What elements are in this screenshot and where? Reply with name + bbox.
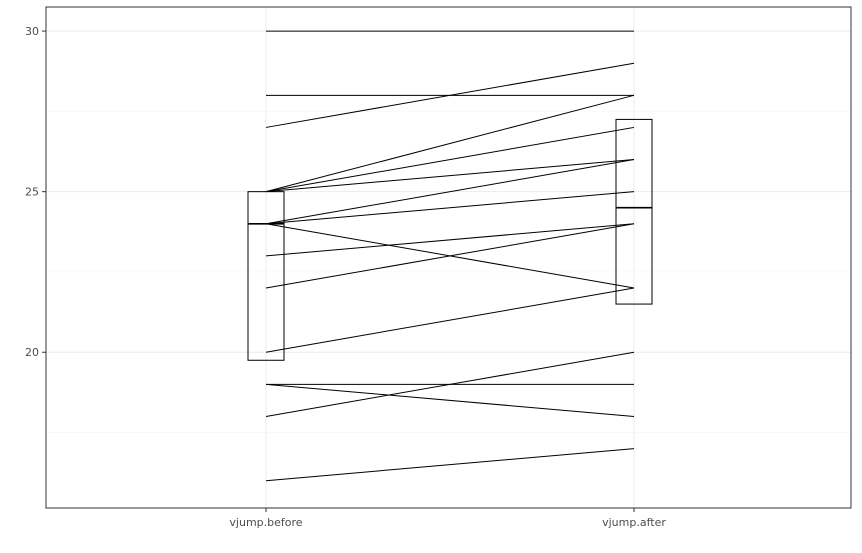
y-axis: 20 25 30: [25, 25, 46, 359]
pair-line: [265, 126, 635, 193]
y-tick-label: 20: [25, 346, 39, 359]
pair-line: [265, 191, 635, 225]
pair-line: [265, 94, 635, 193]
boxes: [247, 118, 653, 361]
pair-line: [265, 351, 635, 417]
pair-line: [265, 223, 635, 257]
paired-lines: [265, 30, 635, 482]
pair-line: [265, 62, 635, 128]
box-vjump.before: [247, 191, 285, 361]
pair-line: [265, 383, 635, 417]
panel-border: [45, 6, 852, 509]
y-tick-label: 25: [25, 186, 39, 199]
pair-line: [265, 159, 635, 225]
pair-line: [265, 287, 635, 353]
y-tick-label: 30: [25, 25, 39, 38]
pair-line: [265, 159, 635, 193]
x-tick-label: vjump.before: [229, 516, 302, 529]
x-tick-label: vjump.after: [602, 516, 666, 529]
x-axis: vjump.before vjump.after: [229, 508, 666, 529]
pair-line: [265, 223, 635, 289]
plot-background: [46, 7, 851, 508]
pair-line: [265, 448, 635, 482]
box-vjump.after: [615, 118, 653, 305]
